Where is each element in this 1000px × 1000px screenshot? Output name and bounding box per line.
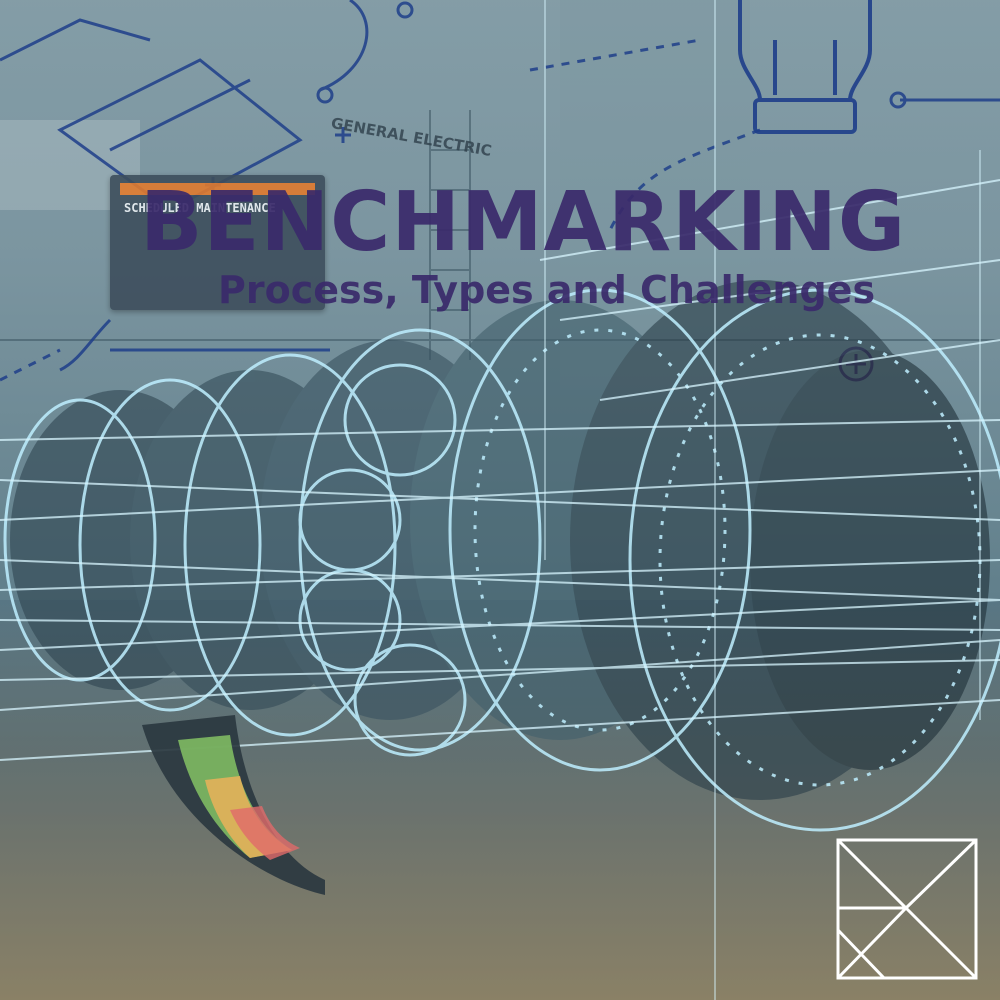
turbine-body	[10, 280, 990, 800]
perspective-grid	[0, 179, 1000, 761]
blueprint-doodles	[0, 0, 1000, 382]
wireframe-rings	[3, 288, 1000, 832]
stylized-letter-r-logo-icon	[836, 838, 978, 980]
page-subtitle: Process, Types and Challenges	[218, 268, 876, 312]
page-title: BENCHMARKING	[140, 175, 907, 270]
vertical-guides	[544, 0, 981, 1000]
lightbulb-outline-icon	[738, 0, 872, 134]
curved-dashboard-panel	[142, 715, 325, 895]
maintenance-sign: SCHEDULED MAINTENANCE	[110, 175, 325, 310]
sign-text: SCHEDULED MAINTENANCE	[124, 201, 276, 215]
sign-accent-bar	[120, 183, 315, 195]
